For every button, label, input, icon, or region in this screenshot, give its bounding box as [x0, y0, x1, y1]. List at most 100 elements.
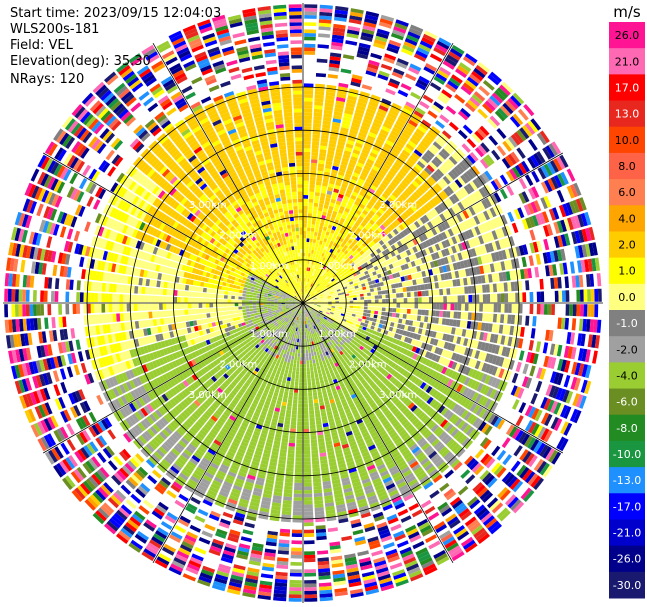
range-gate	[392, 228, 399, 235]
range-gate	[318, 229, 323, 234]
range-gate	[443, 256, 449, 265]
range-gate	[429, 261, 435, 268]
range-gate	[349, 281, 354, 285]
range-gate	[304, 579, 317, 584]
range-gate	[334, 184, 341, 190]
range-gate	[306, 281, 309, 286]
range-gate	[343, 150, 352, 156]
range-gate	[378, 132, 388, 139]
range-gate	[329, 202, 335, 207]
range-gate	[335, 271, 340, 276]
range-gate	[371, 549, 384, 557]
range-gate	[473, 67, 486, 79]
range-gate	[447, 246, 454, 255]
range-gate	[327, 279, 331, 283]
range-gate	[314, 228, 319, 233]
range-gate	[377, 286, 382, 291]
range-gate	[307, 278, 310, 283]
range-gate	[388, 274, 394, 280]
range-gate	[368, 228, 374, 234]
range-gate	[314, 500, 324, 505]
range-gate	[292, 399, 298, 404]
range-gate	[450, 168, 460, 178]
range-gate	[315, 416, 322, 422]
range-gate	[471, 248, 477, 257]
range-gate	[434, 234, 441, 243]
range-gate	[293, 500, 303, 505]
range-gate	[416, 265, 422, 272]
range-gate	[326, 292, 331, 296]
range-gate	[304, 554, 316, 559]
range-gate	[533, 153, 543, 166]
range-gate	[329, 276, 334, 281]
range-gate	[361, 84, 373, 91]
range-gate	[392, 211, 399, 219]
range-gate	[479, 212, 487, 222]
range-gate	[353, 319, 358, 324]
range-gate	[335, 285, 340, 289]
range-gate	[296, 443, 303, 447]
range-gate	[378, 239, 385, 246]
range-gate	[388, 263, 394, 270]
range-gate	[515, 361, 522, 373]
range-gate	[344, 219, 350, 225]
range-gate	[358, 260, 364, 266]
range-gate	[312, 272, 315, 277]
range-gate	[303, 105, 313, 109]
range-gate	[324, 258, 328, 263]
range-gate	[339, 130, 348, 136]
range-gate	[399, 292, 404, 298]
range-gate	[306, 278, 309, 282]
range-gate	[393, 267, 399, 273]
range-gate	[308, 406, 314, 411]
range-gate	[291, 417, 297, 422]
range-gate	[421, 225, 428, 233]
range-gate	[294, 381, 299, 386]
range-gate	[305, 281, 308, 286]
range-gate	[402, 211, 409, 219]
range-gate	[288, 597, 302, 602]
range-gate	[331, 121, 341, 127]
range-gate	[493, 303, 498, 313]
range-gate	[307, 274, 309, 279]
range-gate	[517, 108, 529, 121]
range-gate	[310, 292, 314, 296]
range-gate	[378, 295, 383, 299]
range-gate	[331, 214, 337, 219]
range-gate	[381, 125, 391, 133]
range-gate	[395, 313, 400, 318]
range-gate	[313, 298, 317, 301]
range-gate	[327, 251, 332, 257]
range-gate	[292, 370, 296, 375]
range-gate	[364, 303, 368, 307]
range-gate	[292, 348, 296, 353]
range-gate	[288, 594, 302, 599]
range-gate	[299, 371, 303, 375]
range-gate	[392, 298, 397, 303]
range-gate	[354, 142, 363, 149]
range-gate	[295, 371, 300, 375]
range-gate	[415, 188, 423, 197]
range-gate	[387, 43, 400, 51]
range-gate	[347, 25, 361, 32]
range-gate	[297, 353, 301, 357]
range-gate	[438, 242, 444, 250]
range-gate	[328, 275, 333, 279]
range-gate	[407, 185, 415, 194]
range-gate	[401, 107, 412, 116]
range-gate	[311, 442, 318, 447]
range-gate	[288, 395, 293, 400]
range-gate	[381, 307, 386, 312]
range-gate	[395, 199, 402, 206]
range-gate	[316, 236, 321, 241]
range-gate	[358, 315, 363, 319]
range-gate	[308, 295, 312, 299]
range-gate	[375, 159, 384, 166]
range-gate	[319, 8, 333, 13]
range-gate	[374, 299, 379, 303]
range-gate	[309, 242, 313, 247]
range-gate	[306, 356, 309, 361]
range-gate	[387, 207, 395, 214]
range-gate	[439, 288, 444, 296]
range-gate	[344, 173, 352, 179]
